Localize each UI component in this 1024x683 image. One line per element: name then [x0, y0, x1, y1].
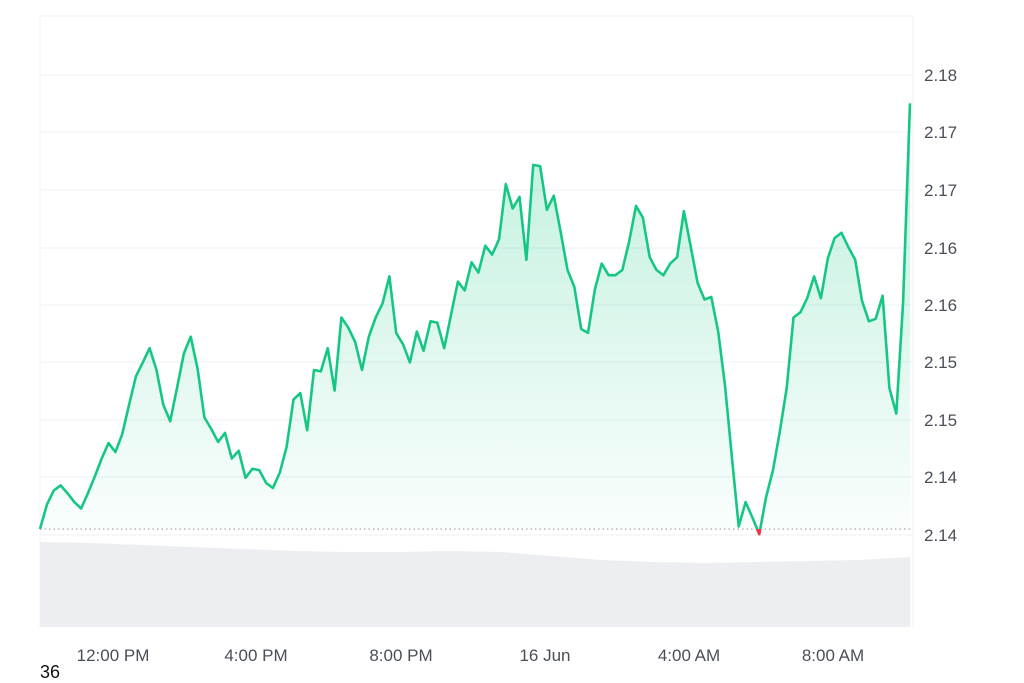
y-tick-label: 2.15 [924, 411, 957, 430]
corner-label: 36 [40, 662, 61, 682]
y-tick-label: 2.17 [924, 181, 957, 200]
price-area-fill [40, 103, 910, 530]
y-axis-ticks: 2.18 2.17 2.17 2.16 2.16 2.15 2.15 2.14 2.14 [924, 66, 957, 545]
x-tick-label: 8:00 PM [369, 646, 432, 665]
y-tick-label: 2.14 [924, 468, 957, 487]
x-tick-label: 4:00 AM [658, 646, 720, 665]
y-tick-label: 2.15 [924, 353, 957, 372]
price-line [38, 103, 912, 536]
area-fill [40, 103, 910, 530]
x-tick-label: 8:00 AM [802, 646, 864, 665]
series-line-up [38, 103, 912, 530]
volume-area [40, 542, 910, 627]
x-tick-label: 12:00 PM [77, 646, 150, 665]
y-tick-label: 2.16 [924, 239, 957, 258]
y-tick-label: 2.17 [924, 123, 957, 142]
x-tick-label: 16 Jun [519, 646, 570, 665]
x-axis-ticks: 12:00 PM 4:00 PM 8:00 PM 16 Jun 4:00 AM 8:00 … [77, 646, 865, 665]
x-tick-label: 4:00 PM [224, 646, 287, 665]
y-tick-label: 2.16 [924, 296, 957, 315]
y-tick-label: 2.18 [924, 66, 957, 85]
y-tick-label: 2.14 [924, 526, 957, 545]
volume-shape [40, 542, 910, 627]
